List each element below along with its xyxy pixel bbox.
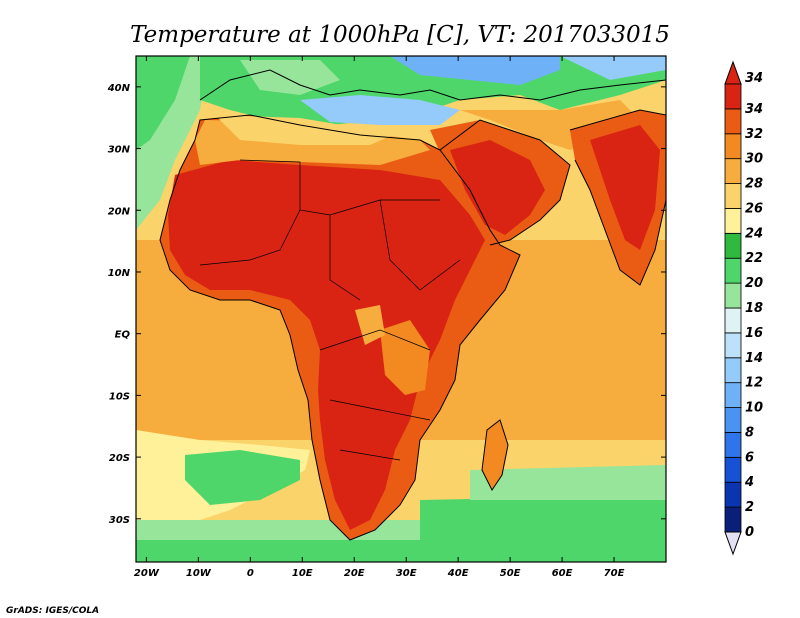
iberia-lightgreen	[240, 60, 340, 95]
country-borders	[199, 159, 461, 461]
colorbar-swatch	[724, 506, 742, 533]
colorbar-label: 10	[745, 401, 763, 416]
southern-ocean-green	[136, 540, 666, 562]
north-atlantic-green	[136, 56, 190, 150]
colorbar-swatch	[724, 332, 742, 359]
colorbar-label: 26	[745, 201, 763, 216]
south-indian-green	[420, 495, 666, 540]
arabia-core-34	[450, 140, 545, 235]
lon-tick-label: 70E	[604, 568, 625, 579]
colorbar-label-top: 34	[745, 71, 763, 86]
colorbar-swatch	[724, 257, 742, 284]
south-indian-lightgreen	[470, 465, 666, 500]
colorbar-swatch	[724, 232, 742, 259]
lon-tick-label: 50E	[500, 568, 521, 579]
colorbar-label: 24	[745, 226, 763, 241]
colorbar-swatch	[724, 83, 742, 110]
lat-tick-label: 30S	[109, 515, 130, 526]
axis-ticks: 20W 10W 0 10E 20E 30E 40E 50E 60E 70E 40N 30N 20N 10N…	[107, 56, 666, 579]
colorbar-swatch	[724, 382, 742, 408]
africa-coastline	[159, 114, 521, 541]
north-africa-coast-26	[215, 115, 400, 145]
lon-tick-label: 60E	[552, 568, 573, 579]
arabia-coastline	[439, 119, 571, 246]
madagascar-30	[482, 420, 508, 490]
lon-tick-label: 20E	[344, 568, 365, 579]
map-title: Temperature at 1000hPa [C], VT: 20170330…	[130, 22, 670, 48]
lon-tick-label: 10W	[186, 568, 212, 579]
lat-tick-label: 30N	[108, 145, 131, 156]
colorbar-label: 34	[745, 102, 763, 117]
eastern-europe-blue	[390, 56, 560, 85]
africa-hot-core-34	[168, 160, 485, 530]
colorbar-label: 20	[745, 276, 763, 291]
east-africa-highlands-30	[380, 320, 430, 395]
colorbar-label: 8	[745, 425, 754, 440]
lat-tick-label: EQ	[115, 330, 131, 341]
colorbar-swatch	[724, 108, 742, 135]
mediterranean-blue	[300, 95, 460, 125]
colorbar-swatch	[724, 407, 742, 433]
lat-tick-label: 40N	[107, 83, 131, 94]
lat-tick-label: 20N	[108, 206, 131, 217]
colorbar-swatch	[724, 357, 742, 384]
map-frame	[135, 55, 667, 563]
lat-tick-label: 10S	[109, 391, 130, 402]
colorbar-label: 14	[745, 351, 763, 366]
india-core-34	[590, 125, 660, 250]
lat-tick-label: 20S	[109, 453, 130, 464]
colorbar-swatch	[724, 183, 742, 209]
colorbar-swatch	[724, 307, 742, 334]
lat-tick-label: 10N	[108, 268, 131, 279]
great-lakes-28	[355, 305, 385, 345]
india-coastline	[569, 109, 666, 286]
lon-tick-label: 40E	[447, 568, 469, 579]
colorbar-swatch	[724, 133, 742, 160]
colorbar-swatch	[724, 282, 742, 309]
colorbar-label: 28	[745, 177, 763, 192]
colorbar-swatch	[724, 208, 742, 234]
colorbar-label: 32	[745, 127, 763, 142]
lon-tick-label: 20W	[134, 568, 160, 579]
colorbar-label: 6	[745, 450, 754, 465]
colorbar-label: 18	[745, 301, 763, 316]
madagascar-coastline	[481, 419, 509, 491]
lon-tick-label: 0	[247, 568, 254, 579]
colorbar-label: 4	[744, 475, 754, 490]
lon-tick-label: 30E	[396, 568, 417, 579]
colorbar-label: 22	[745, 251, 763, 266]
colorbar-swatch	[724, 481, 742, 508]
colorbar-label: 0	[745, 525, 754, 540]
coastlines	[159, 69, 666, 541]
colorbar-swatch	[724, 158, 742, 184]
colorbar-label: 16	[745, 326, 763, 341]
colorbar-label: 30	[745, 152, 763, 167]
central-asia-blue	[560, 56, 666, 80]
colorbar-swatch	[724, 432, 742, 458]
europe-coastline	[199, 69, 666, 101]
south-atlantic-green	[185, 450, 300, 505]
colorbar-swatch	[724, 456, 742, 483]
grads-credit: GrADS: IGES/COLA	[6, 606, 99, 616]
colorbar-label: 2	[745, 500, 754, 515]
colorbar-under-triangle	[724, 531, 742, 556]
lon-tick-label: 10E	[292, 568, 313, 579]
temperature-field	[136, 56, 666, 562]
colorbar-label: 12	[745, 376, 763, 391]
colorbar-over-triangle	[724, 60, 742, 85]
